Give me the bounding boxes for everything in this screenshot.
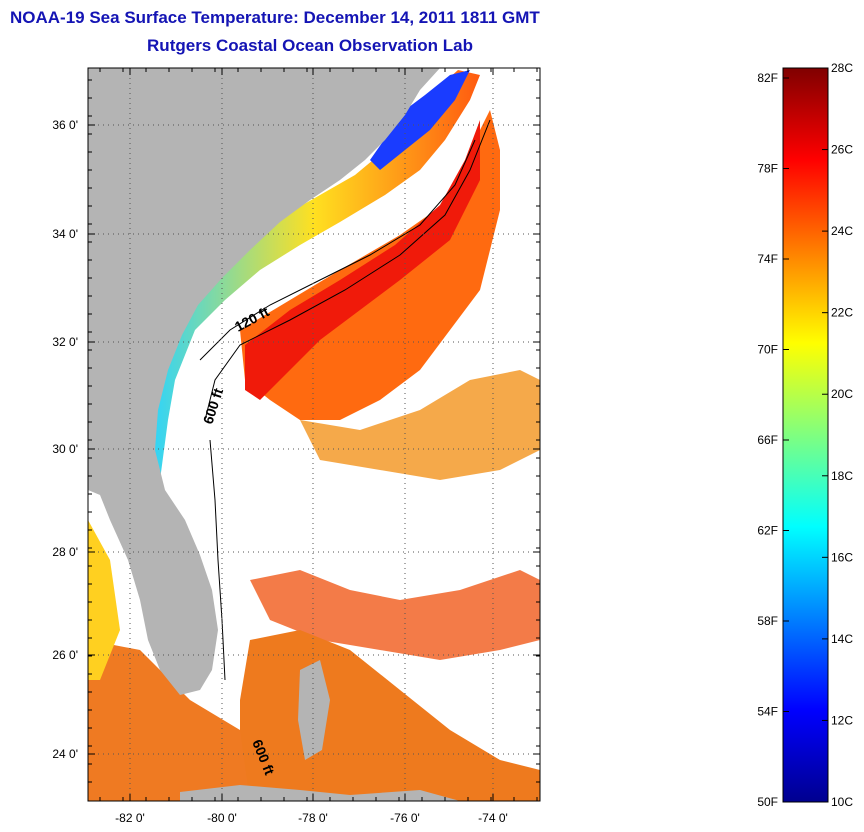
southern-patches xyxy=(250,570,540,660)
lat-label: 26 0' xyxy=(52,648,78,662)
cb-c-label: 28C xyxy=(831,61,853,75)
cb-f-label: 50F xyxy=(757,795,778,809)
lon-label: -82 0' xyxy=(115,811,145,825)
lat-label: 24 0' xyxy=(52,747,78,761)
keys-island xyxy=(180,785,460,801)
lat-label: 32 0' xyxy=(52,335,78,349)
lon-label: -80 0' xyxy=(207,811,237,825)
cb-f-label: 74F xyxy=(757,252,778,266)
lat-label: 30 0' xyxy=(52,442,78,456)
cb-f-label: 54F xyxy=(757,705,778,719)
contour-600ft xyxy=(204,119,491,421)
cb-c-label: 24C xyxy=(831,224,853,238)
cb-f-label: 78F xyxy=(757,162,778,176)
cb-f-label: 62F xyxy=(757,524,778,538)
cb-c-label: 14C xyxy=(831,632,853,646)
grid-lines xyxy=(88,68,540,801)
contour-120ft xyxy=(199,139,476,361)
map-subtitle: Rutgers Coastal Ocean Observation Lab xyxy=(147,36,473,55)
map-title: NOAA-19 Sea Surface Temperature: Decembe… xyxy=(10,8,540,27)
cb-f-label: 82F xyxy=(757,71,778,85)
cb-c-label: 26C xyxy=(831,143,853,157)
florida-straits xyxy=(88,640,250,801)
plot-area xyxy=(88,68,540,801)
colorbar-gradient xyxy=(782,67,829,803)
cb-c-label: 18C xyxy=(831,469,853,483)
cb-f-label: 66F xyxy=(757,433,778,447)
cold-nearshore xyxy=(370,70,470,170)
land-mass xyxy=(88,68,440,695)
colorbar: 82F 78F 74F 70F 66F 62F 58F 54F 50F 28C 26C 24C 22C… xyxy=(757,61,853,809)
longitude-axis: -82 0' -80 0' -78 0' -76 0' -74 0' xyxy=(99,68,538,825)
cb-c-label: 20C xyxy=(831,387,853,401)
lon-label: -74 0' xyxy=(478,811,508,825)
lon-label: -78 0' xyxy=(298,811,328,825)
colorbar-fahrenheit-axis: 82F 78F 74F 70F 66F 62F 58F 54F 50F xyxy=(757,71,789,809)
latitude-axis: 36 0' 34 0' 32 0' 30 0' 28 0' 26 0' 24 0' xyxy=(52,79,540,783)
lat-label: 36 0' xyxy=(52,118,78,132)
cb-f-label: 58F xyxy=(757,614,778,628)
gulf-stream-core xyxy=(245,120,480,400)
contour-florida xyxy=(209,439,226,681)
bahama-island xyxy=(298,660,330,760)
gulf-west-water xyxy=(88,520,120,680)
cb-f-label: 70F xyxy=(757,343,778,357)
cb-c-label: 12C xyxy=(831,713,853,727)
shelf-water xyxy=(148,70,480,480)
offshore-patches xyxy=(300,370,540,480)
lat-label: 28 0' xyxy=(52,545,78,559)
colorbar-celsius-axis: 28C 26C 24C 22C 20C 18C 16C 14C 12C 10C xyxy=(822,61,853,809)
cb-c-label: 16C xyxy=(831,550,853,564)
plot-frame xyxy=(87,67,541,802)
lat-label: 34 0' xyxy=(52,227,78,241)
cb-c-label: 22C xyxy=(831,306,853,320)
lon-label: -76 0' xyxy=(390,811,420,825)
cb-c-label: 10C xyxy=(831,795,853,809)
